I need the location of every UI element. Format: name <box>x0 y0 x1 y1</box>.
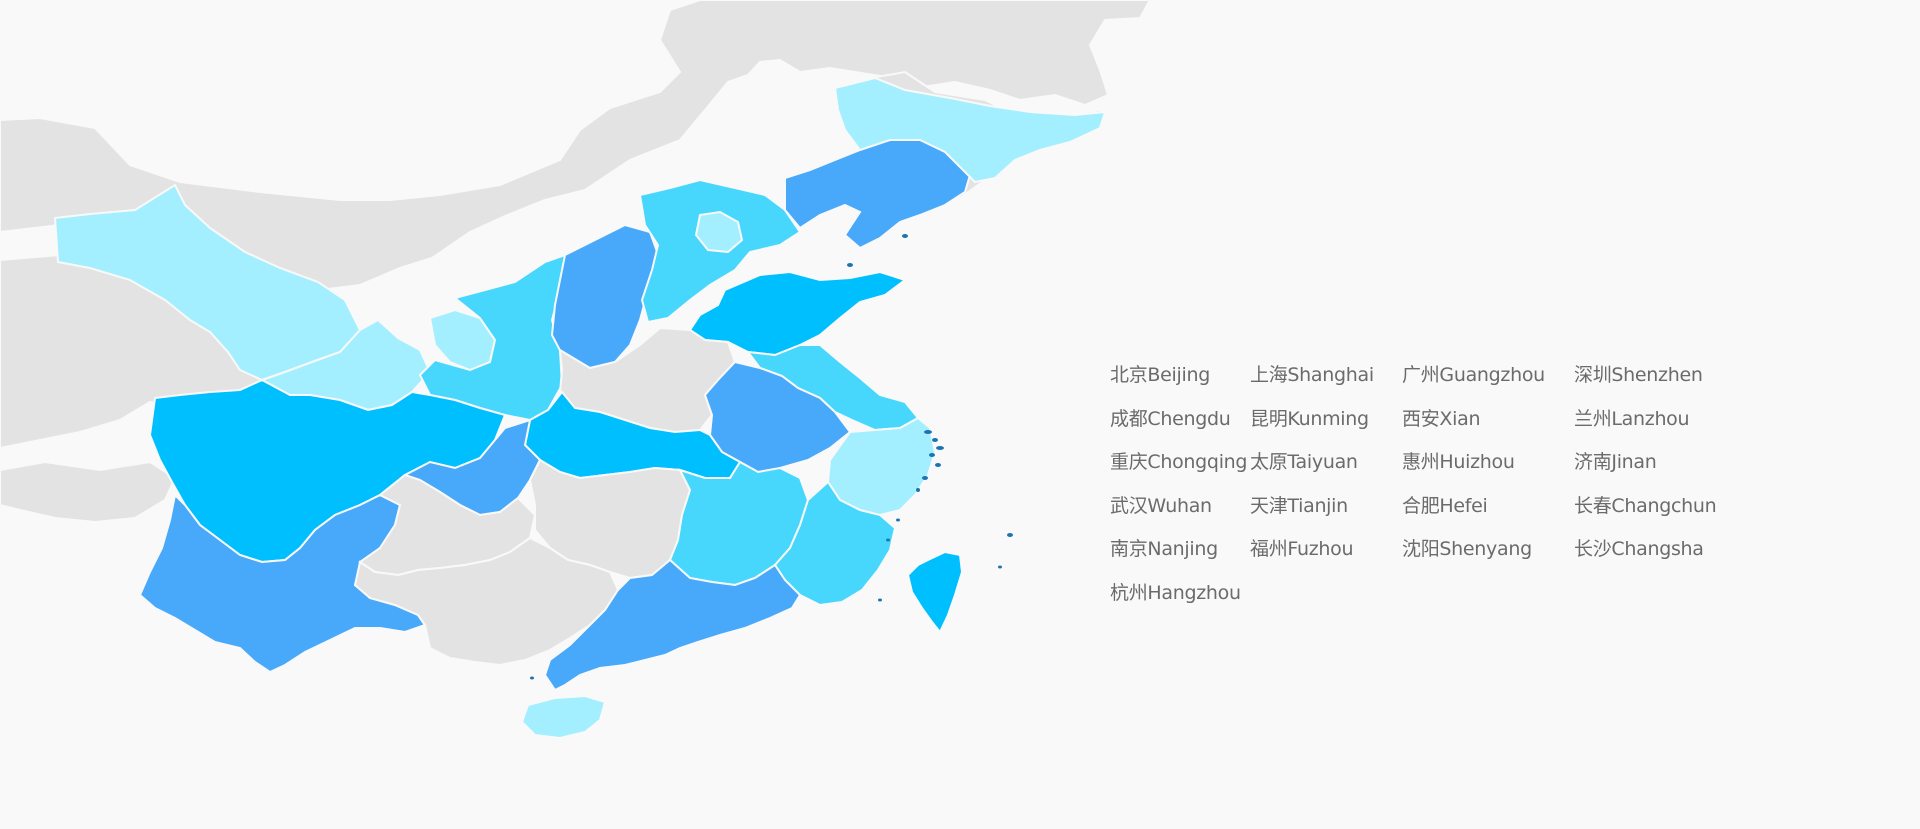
region-liaoning <box>784 136 972 250</box>
island-dot <box>922 476 928 480</box>
city-label: 重庆Chongqing <box>1110 451 1248 473</box>
city-label: 南京Nanjing <box>1110 538 1218 560</box>
city-label: 广州Guangzhou <box>1402 364 1545 386</box>
city-list: 北京Beijing 上海Shanghai 广州Guangzhou 深圳Shenzhen… <box>1110 360 1750 621</box>
city-label: 深圳Shenzhen <box>1574 364 1703 386</box>
region-fujian <box>773 480 897 607</box>
city-label: 济南Jinan <box>1574 451 1657 473</box>
southern-neighbor-landmass <box>0 460 177 524</box>
city-label: 长沙Changsha <box>1574 538 1704 560</box>
island-dot <box>878 598 882 602</box>
island-dot <box>936 446 944 450</box>
city-label: 昆明Kunming <box>1250 407 1369 430</box>
island-dot <box>896 518 900 522</box>
city-label: 沈阳Shenyang <box>1402 538 1532 560</box>
city-label: 武汉Wuhan <box>1110 494 1212 517</box>
city-label: 北京Beijing <box>1110 364 1210 386</box>
city-label: 合肥Hefei <box>1402 494 1488 517</box>
mongolia-landmass <box>0 0 1152 292</box>
island-dot <box>935 463 941 467</box>
city-label: 太原Taiyuan <box>1250 451 1358 473</box>
island-dot <box>847 263 853 267</box>
region-heilongjiang-jilin <box>833 76 1107 184</box>
city-label: 成都Chengdu <box>1110 407 1231 430</box>
city-label: 兰州Lanzhou <box>1574 407 1690 430</box>
island-dot <box>1007 533 1013 537</box>
city-label: 惠州Huizhou <box>1402 451 1515 473</box>
region-hainan <box>520 694 607 740</box>
region-guangdong <box>543 558 802 692</box>
city-label: 天津Tianjin <box>1250 494 1348 517</box>
city-label: 福州Fuzhou <box>1250 538 1354 560</box>
region-shanxi <box>550 223 662 370</box>
region-taiwan <box>906 550 964 634</box>
island-dot <box>932 438 938 442</box>
island-dot <box>902 234 908 238</box>
city-label: 西安Xian <box>1402 407 1481 430</box>
island-dot <box>998 565 1002 569</box>
island-dot <box>886 538 890 542</box>
region-shaanxi <box>418 253 567 422</box>
island-dot <box>916 488 920 492</box>
coastal-islands <box>530 234 1013 680</box>
city-label: 杭州Hangzhou <box>1110 581 1241 604</box>
city-label: 上海Shanghai <box>1250 364 1374 386</box>
island-dot <box>530 676 534 680</box>
region-beijing-tianjin <box>694 210 744 254</box>
province-regions <box>53 76 1107 740</box>
island-dot <box>929 453 935 457</box>
city-label: 长春Changchun <box>1574 494 1717 517</box>
island-dot <box>924 430 932 434</box>
